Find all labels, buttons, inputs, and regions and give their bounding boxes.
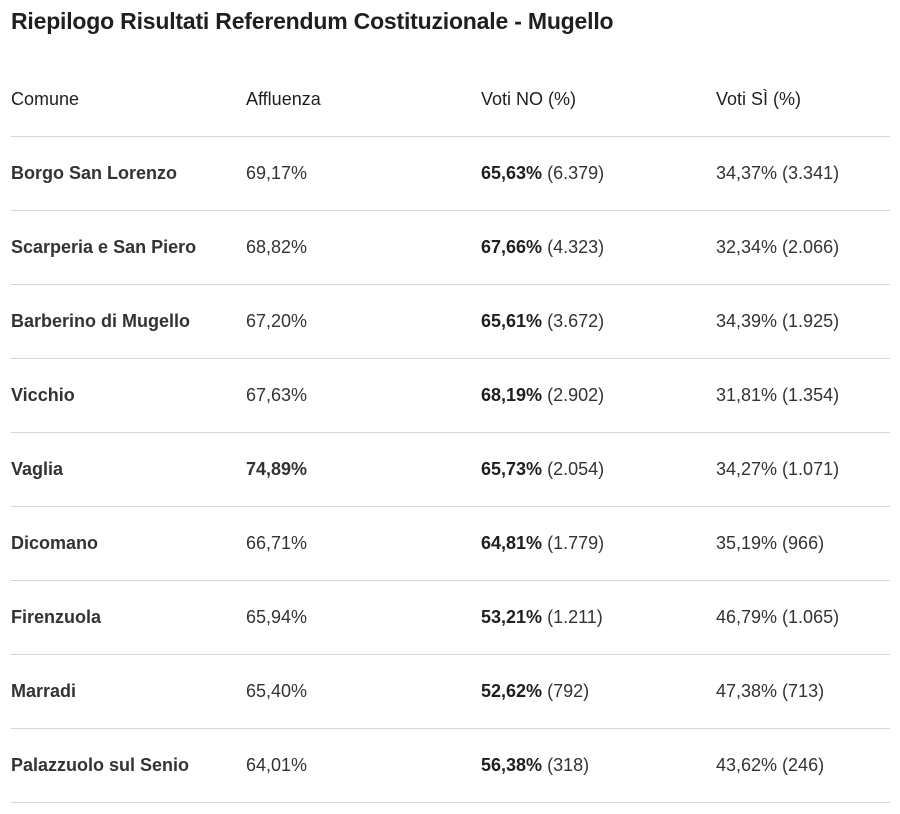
cell-voti-si: 46,79% (1.065) bbox=[716, 580, 890, 655]
cell-voti-no: 68,19% (2.902) bbox=[481, 358, 716, 433]
table-row: Scarperia e San Piero 68,82% 67,66% (4.323… bbox=[11, 210, 890, 285]
page-title: Riepilogo Risultati Referendum Costituzi… bbox=[11, 8, 614, 34]
cell-voti-no: 52,62% (792) bbox=[481, 654, 716, 729]
cell-voti-si: 34,37% (3.341) bbox=[716, 136, 890, 211]
voti-no-percent: 65,63% bbox=[481, 163, 543, 183]
cell-voti-si: 34,39% (1.925) bbox=[716, 284, 890, 359]
voti-no-percent: 52,62% bbox=[481, 681, 543, 701]
cell-voti-no: 65,73% (2.054) bbox=[481, 432, 716, 507]
header-row: Comune Affluenza Voti NO (%) Voti SÌ (%) bbox=[11, 63, 890, 137]
cell-voti-si: 43,62% (246) bbox=[716, 728, 890, 803]
table-row: Palazzuolo sul Senio 64,01% 56,38% (318) 43… bbox=[11, 728, 890, 803]
cell-affluenza: 66,71% bbox=[246, 506, 481, 581]
header-affluenza: Affluenza bbox=[246, 63, 481, 137]
cell-voti-no: 65,63% (6.379) bbox=[481, 136, 716, 211]
voti-no-percent: 56,38% bbox=[481, 755, 543, 775]
table-row: Marradi 65,40% 52,62% (792) 47,38% (713) bbox=[11, 654, 890, 729]
table-row: Dicomano 66,71% 64,81% (1.779) 35,19% (966) bbox=[11, 506, 890, 581]
voti-no-percent: 68,19% bbox=[481, 385, 543, 405]
voti-no-count: (2.902) bbox=[547, 385, 605, 405]
voti-no-percent: 67,66% bbox=[481, 237, 543, 257]
results-table: Comune Affluenza Voti NO (%) Voti SÌ (%)… bbox=[11, 63, 890, 803]
cell-voti-si: 35,19% (966) bbox=[716, 506, 890, 581]
cell-affluenza: 64,01% bbox=[246, 728, 481, 803]
cell-comune: Scarperia e San Piero bbox=[11, 210, 246, 285]
cell-voti-si: 32,34% (2.066) bbox=[716, 210, 890, 285]
voti-no-count: (318) bbox=[547, 755, 590, 775]
cell-voti-no: 65,61% (3.672) bbox=[481, 284, 716, 359]
cell-voti-si: 47,38% (713) bbox=[716, 654, 890, 729]
cell-comune: Palazzuolo sul Senio bbox=[11, 728, 246, 803]
header-comune: Comune bbox=[11, 63, 246, 137]
cell-comune: Dicomano bbox=[11, 506, 246, 581]
voti-no-count: (792) bbox=[547, 681, 590, 701]
cell-voti-no: 56,38% (318) bbox=[481, 728, 716, 803]
cell-comune: Borgo San Lorenzo bbox=[11, 136, 246, 211]
voti-no-count: (3.672) bbox=[547, 311, 605, 331]
cell-affluenza: 65,40% bbox=[246, 654, 481, 729]
voti-no-percent: 53,21% bbox=[481, 607, 543, 627]
table-row: Vaglia 74,89% 65,73% (2.054) 34,27% (1.071) bbox=[11, 432, 890, 507]
table-row: Vicchio 67,63% 68,19% (2.902) 31,81% (1.354… bbox=[11, 358, 890, 433]
cell-voti-no: 64,81% (1.779) bbox=[481, 506, 716, 581]
table-row: Borgo San Lorenzo 69,17% 65,63% (6.379) 34,… bbox=[11, 136, 890, 211]
voti-no-count: (4.323) bbox=[547, 237, 605, 257]
voti-no-percent: 64,81% bbox=[481, 533, 543, 553]
cell-affluenza: 68,82% bbox=[246, 210, 481, 285]
voti-no-count: (2.054) bbox=[547, 459, 605, 479]
cell-voti-no: 53,21% (1.211) bbox=[481, 580, 716, 655]
cell-comune: Vaglia bbox=[11, 432, 246, 507]
header-voti-no: Voti NO (%) bbox=[481, 63, 716, 137]
table-row: Firenzuola 65,94% 53,21% (1.211) 46,79% (1.… bbox=[11, 580, 890, 655]
table-row: Barberino di Mugello 67,20% 65,61% (3.672)… bbox=[11, 284, 890, 359]
cell-affluenza: 74,89% bbox=[246, 432, 481, 507]
voti-no-count: (1.779) bbox=[547, 533, 605, 553]
cell-affluenza: 65,94% bbox=[246, 580, 481, 655]
cell-comune: Barberino di Mugello bbox=[11, 284, 246, 359]
voti-no-percent: 65,61% bbox=[481, 311, 543, 331]
table-header: Comune Affluenza Voti NO (%) Voti SÌ (%) bbox=[11, 63, 890, 137]
voti-no-percent: 65,73% bbox=[481, 459, 543, 479]
cell-affluenza: 67,20% bbox=[246, 284, 481, 359]
cell-comune: Firenzuola bbox=[11, 580, 246, 655]
cell-comune: Vicchio bbox=[11, 358, 246, 433]
cell-voti-si: 34,27% (1.071) bbox=[716, 432, 890, 507]
header-voti-si: Voti SÌ (%) bbox=[716, 63, 890, 137]
cell-voti-no: 67,66% (4.323) bbox=[481, 210, 716, 285]
cell-affluenza: 69,17% bbox=[246, 136, 481, 211]
table-body: Borgo San Lorenzo 69,17% 65,63% (6.379) 34,… bbox=[11, 136, 890, 803]
cell-comune: Marradi bbox=[11, 654, 246, 729]
cell-affluenza: 67,63% bbox=[246, 358, 481, 433]
cell-voti-si: 31,81% (1.354) bbox=[716, 358, 890, 433]
voti-no-count: (6.379) bbox=[547, 163, 605, 183]
voti-no-count: (1.211) bbox=[547, 607, 603, 627]
